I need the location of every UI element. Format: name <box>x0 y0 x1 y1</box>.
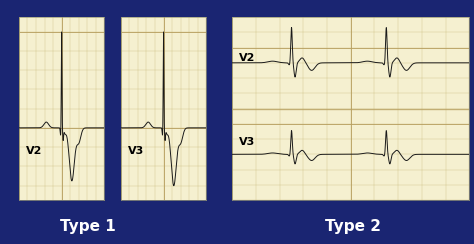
Text: V2: V2 <box>239 53 256 63</box>
Text: V3: V3 <box>239 137 255 147</box>
Text: V3: V3 <box>128 146 144 156</box>
Text: Type 2: Type 2 <box>325 219 381 234</box>
Text: V2: V2 <box>26 146 42 156</box>
Text: Type 1: Type 1 <box>60 219 116 234</box>
